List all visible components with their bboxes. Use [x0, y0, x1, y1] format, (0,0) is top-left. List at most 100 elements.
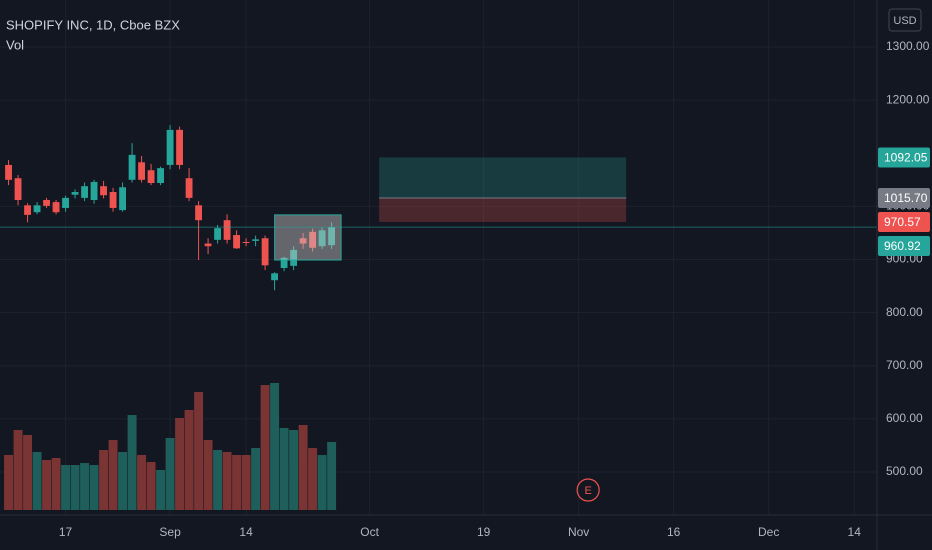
candle-body — [52, 202, 60, 213]
volume-bar — [194, 392, 204, 510]
volume-bar — [327, 442, 337, 510]
candle-body — [252, 239, 260, 241]
candle-body — [109, 192, 117, 208]
candle-body — [242, 241, 250, 244]
candle-body — [261, 238, 269, 266]
volume-bar — [156, 470, 166, 510]
volume-bar — [61, 465, 71, 510]
x-tick-label: Dec — [758, 525, 779, 539]
volume-bar — [99, 450, 109, 510]
earnings-label: E — [584, 485, 591, 497]
candle-body — [271, 273, 279, 281]
volume-bar — [251, 448, 261, 510]
volume-bar — [289, 430, 299, 510]
volume-bar — [118, 452, 128, 510]
y-tick-label: 1200.00 — [886, 92, 930, 106]
x-tick-label: Oct — [360, 525, 379, 539]
candle-body — [157, 168, 164, 183]
volume-bar — [70, 465, 80, 510]
volume-bar — [241, 455, 251, 510]
position-stop-zone — [379, 198, 627, 223]
volume-bar — [108, 440, 118, 510]
x-tick-label: 14 — [848, 525, 862, 539]
candle-body — [223, 220, 231, 240]
candle-body — [147, 170, 155, 183]
volume-bar — [317, 455, 327, 510]
volume-bar — [32, 452, 42, 510]
candle-body — [90, 181, 98, 200]
volume-bar — [279, 428, 289, 510]
earnings-marker — [576, 478, 600, 502]
candle-body — [5, 164, 12, 180]
price-tag-label: 960.92 — [884, 239, 921, 253]
price-tag — [878, 236, 930, 257]
volume-bar — [175, 418, 185, 510]
candle-body — [33, 205, 41, 213]
candle-body — [43, 199, 50, 206]
x-tick-label: 19 — [477, 525, 491, 539]
volume-bar — [260, 385, 270, 510]
price-tag-label: 970.57 — [884, 215, 921, 229]
candle-body — [318, 230, 326, 247]
volume-bar — [222, 452, 232, 510]
price-tag — [878, 212, 930, 233]
candle-body — [100, 186, 107, 196]
volume-bar — [165, 438, 175, 510]
candle-body — [185, 178, 193, 198]
candle-body — [280, 257, 288, 268]
volume-bar — [146, 462, 156, 510]
candle-body — [299, 238, 307, 244]
volume-bar — [51, 458, 61, 510]
price-tag-label: 1015.70 — [884, 191, 928, 205]
candle-body — [128, 154, 136, 180]
candle-body — [81, 186, 88, 198]
volume-label: Vol — [6, 37, 24, 52]
x-tick-label: Nov — [568, 525, 589, 539]
volume-bar — [80, 463, 90, 510]
candle-body — [214, 228, 222, 240]
volume-bar — [4, 455, 14, 510]
volume-bar — [127, 415, 137, 510]
y-tick-label: 1300.00 — [886, 39, 930, 53]
volume-bar — [270, 383, 280, 510]
candle-body — [14, 178, 22, 200]
volume-bar — [13, 430, 23, 510]
y-tick-label: 500.00 — [886, 464, 923, 478]
candle-body — [309, 231, 317, 248]
y-tick-label: 700.00 — [886, 358, 923, 372]
rectangle-drawing — [274, 214, 342, 261]
currency: USD — [893, 15, 916, 27]
volume-bar — [298, 425, 308, 510]
candle-body — [290, 249, 298, 266]
price-tag — [878, 188, 930, 209]
volume-bar — [203, 440, 213, 510]
x-tick-label: 17 — [59, 525, 73, 539]
y-tick-label: 600.00 — [886, 411, 923, 425]
volume-bar — [308, 448, 318, 510]
volume-bar — [137, 455, 147, 510]
candle-body — [176, 129, 184, 165]
candle-body — [233, 235, 241, 249]
volume-bar — [23, 435, 33, 510]
currency-box[interactable] — [888, 8, 922, 32]
volume-bar — [213, 450, 223, 510]
x-tick-label: 16 — [667, 525, 681, 539]
axis: 500.00600.00700.00800.00900.001000.00120… — [59, 39, 930, 539]
x-tick-label: 14 — [239, 525, 253, 539]
position-target-zone — [379, 157, 627, 199]
candle-body — [328, 227, 336, 246]
volume-bar — [42, 460, 52, 510]
volume-bar — [184, 410, 194, 510]
candle-body — [166, 129, 174, 165]
plot: E — [0, 125, 877, 510]
price-tag — [878, 147, 930, 168]
volume-bar — [232, 455, 242, 510]
candle-body — [71, 192, 79, 195]
candle-body — [195, 205, 203, 221]
x-tick-label: Sep — [159, 525, 181, 539]
candle-body — [24, 205, 31, 215]
y-tick-label: 800.00 — [886, 305, 923, 319]
price-tag-label: 1092.05 — [884, 151, 928, 165]
